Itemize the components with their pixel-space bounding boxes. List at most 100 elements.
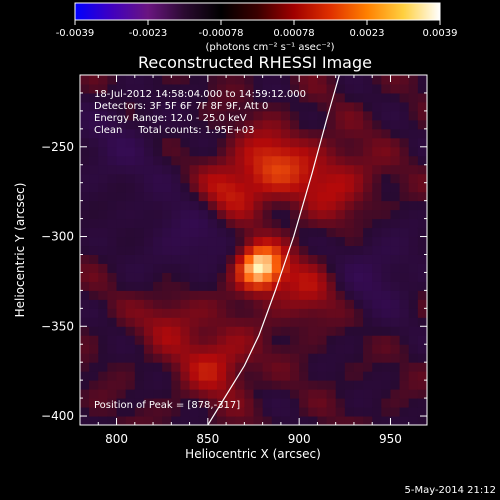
heatmap-cell [271,407,282,417]
heatmap-cell [80,272,90,282]
heatmap-cell [89,326,99,336]
heatmap-cell [335,182,346,193]
heatmap-cell [308,101,318,112]
heatmap-cell [162,308,172,318]
heatmap-cell [162,119,172,130]
heatmap-cell [171,290,181,300]
heatmap-cell [271,128,282,139]
heatmap-cell [326,155,337,166]
heatmap-cell [408,164,419,175]
heatmap-cell [308,362,318,372]
heatmap-cell [244,137,254,148]
heatmap-cell [390,362,401,372]
heatmap-cell [317,155,328,166]
heatmap-cell [326,200,337,211]
heatmap-cell [207,218,218,229]
heatmap-cell [235,155,245,166]
heatmap-cell [253,227,264,238]
heatmap-cell [262,146,273,157]
heatmap-cell [390,164,401,175]
heatmap-cell [280,380,291,390]
heatmap-cell [143,191,154,202]
heatmap-cell [198,209,209,220]
heatmap-cell [226,119,236,130]
heatmap-cell [216,137,227,148]
heatmap-cell [189,173,200,184]
heatmap-cell [244,101,254,112]
y-tick-label: −300 [41,230,74,244]
heatmap-cell [399,254,410,264]
heatmap-cell [372,245,382,255]
heatmap-cell [189,398,200,408]
heatmap-cell [143,398,154,408]
heatmap-cell [244,371,254,381]
heatmap-cell [226,128,236,139]
heatmap-cell [162,344,172,354]
heatmap-cell [171,164,181,175]
heatmap-cell [134,191,145,202]
heatmap-cell [390,227,401,238]
heatmap-cell [134,398,145,408]
heatmap-cell [335,398,346,408]
heatmap-cell [89,182,99,193]
heatmap-cell [125,110,136,121]
heatmap-cell [98,380,108,390]
heatmap-cell [262,317,273,327]
heatmap-cell [226,344,236,354]
heatmap-cell [153,398,163,408]
heatmap-cell [363,155,373,166]
heatmap-cell [390,209,401,220]
heatmap-cell [116,137,127,148]
heatmap-cell [372,407,382,417]
heatmap-cell [162,371,172,381]
heatmap-cell [89,335,99,345]
heatmap-cell [317,218,328,229]
heatmap-cell [344,236,355,247]
heatmap-cell [153,173,163,184]
heatmap-cell [408,128,419,139]
heatmap-cell [244,164,254,175]
x-axis-label: Heliocentric X (arcsec) [185,447,321,461]
heatmap-cell [180,389,191,399]
heatmap-cell [372,272,382,282]
heatmap-cell [180,299,191,309]
heatmap-cell [344,344,355,354]
heatmap-cell [317,362,328,372]
heatmap-cell [399,200,410,211]
heatmap-cell [98,92,108,103]
heatmap-cell [363,371,373,381]
heatmap-cell [226,75,236,85]
heatmap-cell [353,290,364,300]
heatmap-cell [171,236,181,247]
heatmap-cell [153,182,163,193]
heatmap-cell [317,101,328,112]
heatmap-cell [171,344,181,354]
heatmap-cell [363,362,373,372]
heatmap-cell [107,398,118,408]
heatmap-cell [198,182,209,193]
heatmap-cell [162,191,172,202]
heatmap-cell [216,272,227,282]
heatmap-cell [335,326,346,336]
y-axis-label: Heliocentric Y (arcsec) [13,183,27,318]
heatmap-cell [271,227,282,238]
heatmap-cell [308,335,318,345]
heatmap-cell [326,416,337,425]
heatmap-cell [134,119,145,130]
heatmap-cell [308,416,318,425]
heatmap-cell [335,227,346,238]
heatmap-cell [253,200,264,211]
heatmap-cell [344,83,355,94]
heatmap-cell [399,218,410,229]
heatmap-cell [107,362,118,372]
heatmap-cell [290,245,300,255]
heatmap-cell [207,398,218,408]
heatmap-cell [353,101,364,112]
heatmap-cell [162,335,172,345]
heatmap-cell [253,398,264,408]
heatmap-cell [180,344,191,354]
heatmap-cell [408,227,419,238]
heatmap-cell [390,200,401,211]
heatmap-cell [253,137,264,148]
heatmap-cell [125,389,136,399]
